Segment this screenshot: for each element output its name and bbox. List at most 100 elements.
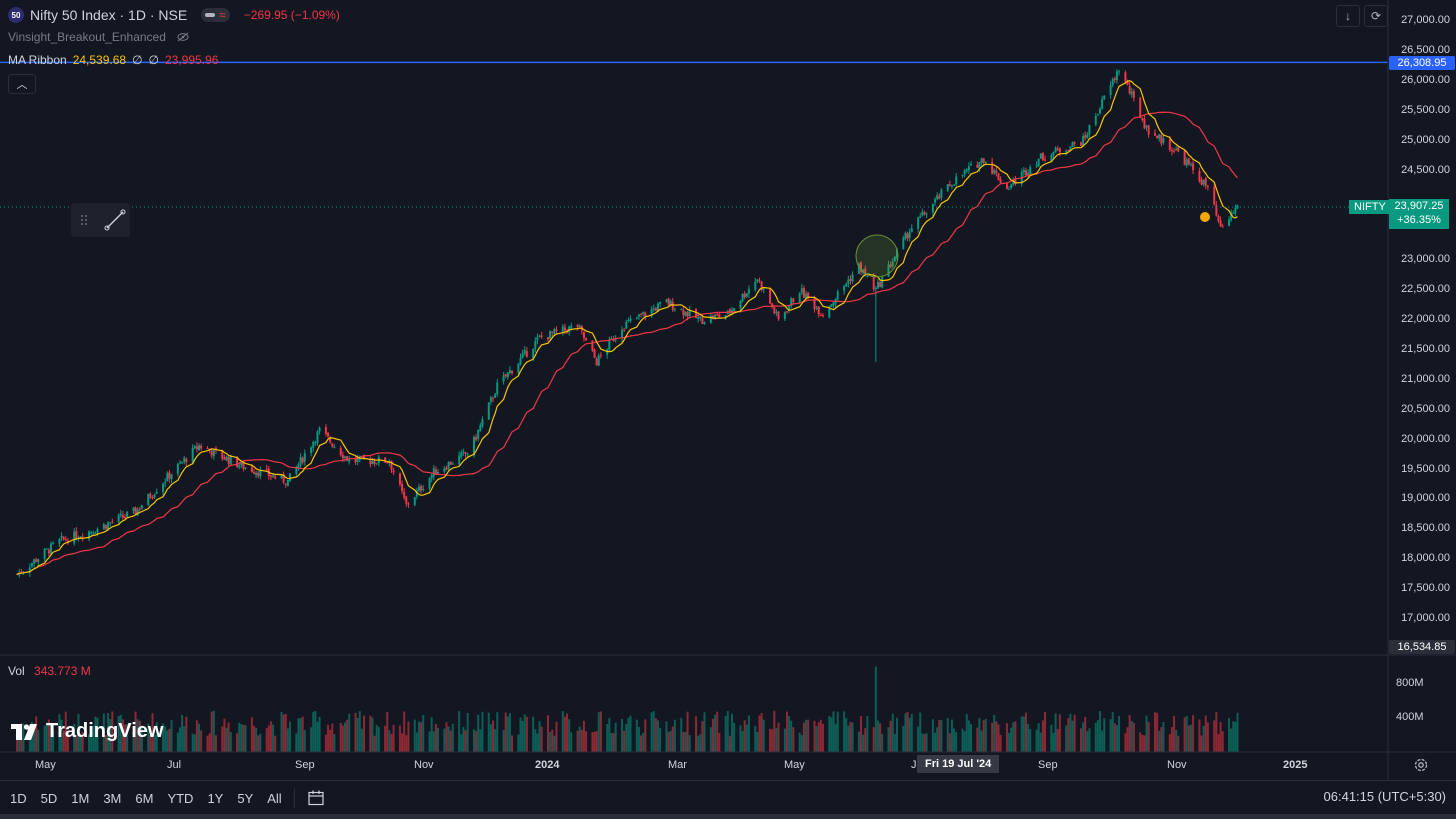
scroll-down-button[interactable]: ↓ <box>1336 5 1360 27</box>
candle-body <box>422 488 425 491</box>
volume-bar <box>354 712 357 752</box>
volume-bar <box>375 724 378 752</box>
volume-bar <box>1022 716 1025 752</box>
volume-bar <box>428 731 431 752</box>
range-5y-button[interactable]: 5Y <box>237 790 254 806</box>
candle-body <box>1175 148 1178 151</box>
calendar-icon[interactable] <box>307 789 325 807</box>
hline-price-label: 26,308.95 <box>1389 56 1455 70</box>
candle-body <box>931 203 934 213</box>
candle-body <box>999 179 1002 184</box>
volume-bar <box>506 716 509 752</box>
volume-bar <box>195 720 198 752</box>
candle-body <box>965 169 968 172</box>
price-axis-label: 21,000.00 <box>1401 372 1450 385</box>
volume-bar <box>610 733 613 752</box>
volume-bar <box>117 715 120 752</box>
volume-bar <box>802 722 805 752</box>
tradingview-logo[interactable]: TradingView <box>11 720 163 743</box>
candle-body <box>403 491 406 498</box>
candle-body <box>798 293 801 303</box>
volume-bar <box>993 714 996 752</box>
collapse-legend-button[interactable]: ︿ <box>8 74 36 94</box>
range-1d-button[interactable]: 1D <box>10 790 27 806</box>
volume-bar <box>104 735 107 752</box>
range-3m-button[interactable]: 3M <box>103 790 122 806</box>
candle-body <box>902 237 905 250</box>
candle-body <box>680 308 683 310</box>
candle-body <box>684 311 687 316</box>
clock-timezone[interactable]: 06:41:15 (UTC+5:30) <box>1323 789 1446 804</box>
reset-view-button[interactable]: ⟳ <box>1364 5 1388 27</box>
candle-body <box>821 315 824 317</box>
visibility-pill[interactable]: ≈ <box>201 8 230 22</box>
range-all-button[interactable]: All <box>267 790 282 806</box>
volume-bar <box>997 724 1000 752</box>
candle-body <box>299 456 302 466</box>
range-ytd-button[interactable]: YTD <box>167 790 194 806</box>
candle-body <box>324 427 327 434</box>
candle-body <box>1192 163 1195 171</box>
candle-body <box>849 278 852 282</box>
price-axis-label: 19,500.00 <box>1401 462 1450 475</box>
volume-bar <box>176 732 179 752</box>
candle-body <box>269 475 272 477</box>
price-axis-label: 21,500.00 <box>1401 342 1450 355</box>
volume-legend[interactable]: Vol 343.773 M <box>8 664 91 678</box>
candle-body <box>1039 153 1042 159</box>
volume-bar <box>739 725 742 752</box>
candle-body <box>828 308 831 318</box>
candle-body <box>432 468 435 477</box>
range-5d-button[interactable]: 5D <box>40 790 58 806</box>
volume-bar <box>1101 730 1104 752</box>
volume-bar <box>1113 723 1116 752</box>
chart-title[interactable]: Nifty 50 Index · 1D · NSE <box>30 7 188 23</box>
volume-bar <box>821 723 824 752</box>
indicator-breakout-legend[interactable]: Vinsight_Breakout_Enhanced <box>8 30 190 44</box>
candle-body <box>777 311 780 320</box>
volume-bar <box>1024 712 1027 752</box>
volume-bar <box>121 719 124 752</box>
volume-bar <box>269 721 272 752</box>
candle-body <box>354 458 357 462</box>
volume-bar <box>984 718 987 752</box>
candle-body <box>1215 205 1218 216</box>
candle-body <box>428 478 431 489</box>
indicator-ma-legend[interactable]: MA Ribbon 24,539.68 ∅ ∅ 23,995.96 <box>8 53 218 67</box>
volume-bar <box>1173 715 1176 752</box>
volume-bar <box>614 722 617 752</box>
candle-body <box>329 437 332 443</box>
candle-body <box>625 321 628 329</box>
price-axis-label: 17,000.00 <box>1401 612 1450 624</box>
volume-bar <box>1037 723 1040 752</box>
candle-body <box>627 319 630 321</box>
volume-bar <box>1039 732 1042 752</box>
floating-drawing-toolbar[interactable] <box>71 203 130 237</box>
candle-body <box>769 289 772 304</box>
volume-bar <box>208 733 211 752</box>
range-6m-button[interactable]: 6M <box>135 790 154 806</box>
volume-bar <box>181 714 184 752</box>
gear-icon[interactable] <box>1413 757 1429 773</box>
candle-body <box>1111 78 1114 86</box>
candle-body <box>659 301 662 304</box>
candle-body <box>1005 183 1008 189</box>
candle-body <box>1084 135 1087 138</box>
candle-body <box>832 302 835 306</box>
volume-bar <box>1005 723 1008 752</box>
volume-bar <box>92 725 95 752</box>
range-1m-button[interactable]: 1M <box>71 790 90 806</box>
range-1y-button[interactable]: 1Y <box>207 790 224 806</box>
refresh-icon: ⟳ <box>1370 9 1382 23</box>
volume-bar <box>832 711 835 752</box>
candle-body <box>60 536 63 538</box>
price-chart[interactable] <box>0 0 1456 780</box>
trend-line-icon[interactable] <box>102 207 128 233</box>
eye-off-icon[interactable] <box>176 32 190 42</box>
candle-body <box>1037 158 1040 167</box>
drag-handle-icon[interactable] <box>80 214 88 226</box>
volume-bar <box>1094 722 1097 752</box>
candle-body <box>168 472 171 479</box>
volume-bar <box>563 716 566 752</box>
candle-body <box>980 158 983 163</box>
